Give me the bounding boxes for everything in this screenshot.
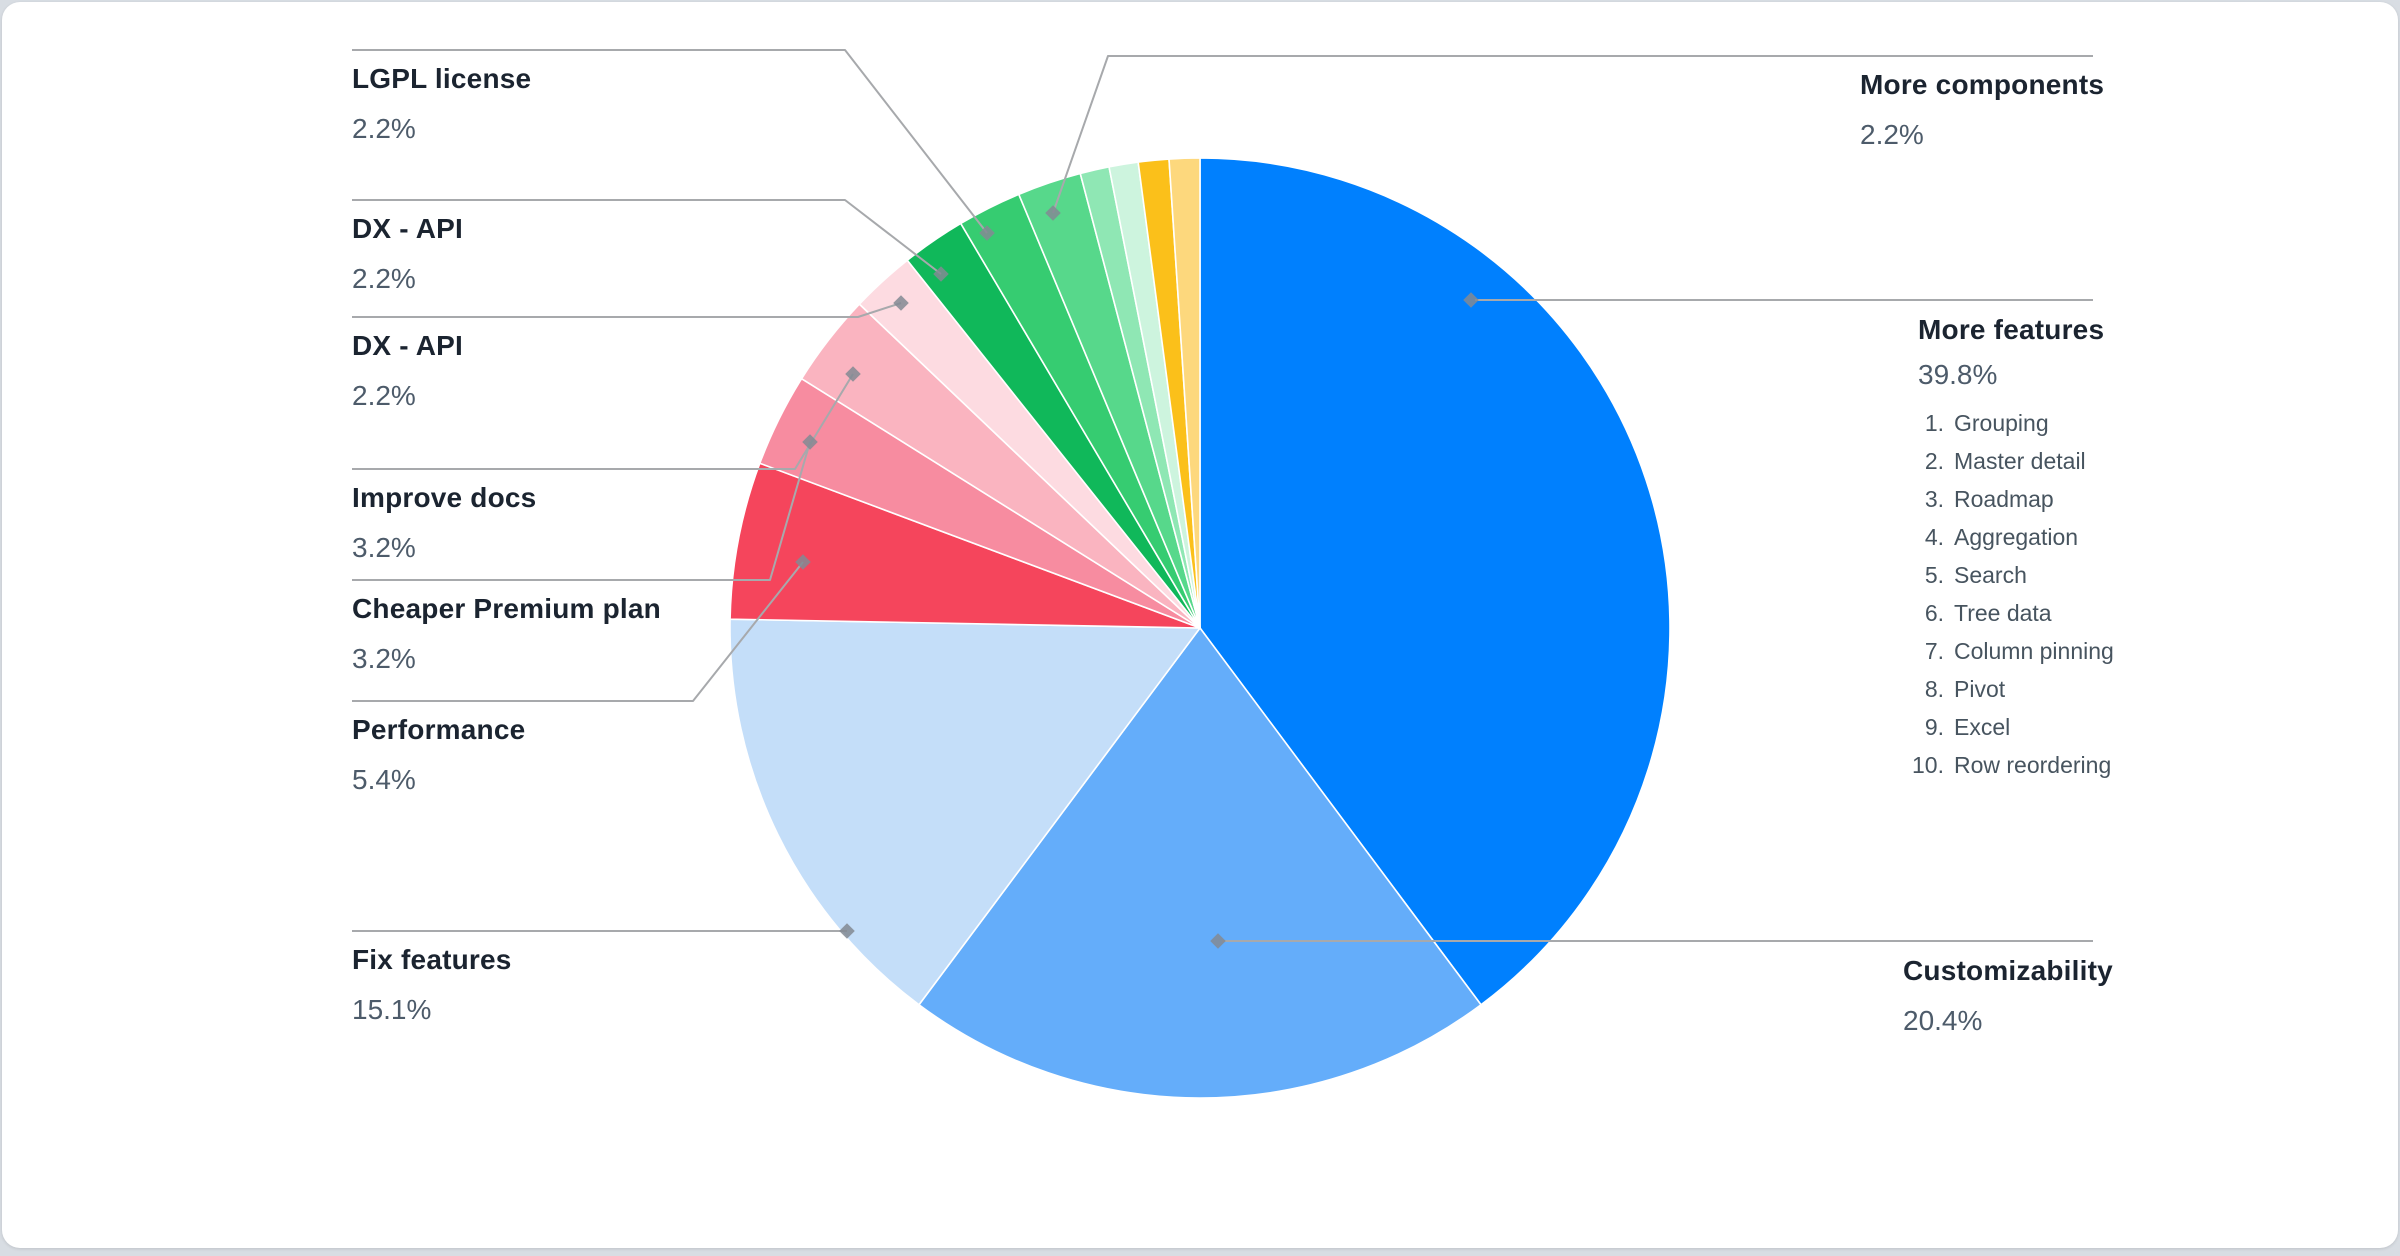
leader-line: [352, 441, 811, 581]
callout-percent: 2.2%: [352, 263, 416, 294]
callout-fix-features: Fix features 15.1%: [352, 943, 512, 1026]
callout-title: Improve docs: [352, 482, 537, 513]
pie-slice-fix-features: [729, 618, 1201, 1006]
callout-percent: 2.2%: [1860, 119, 1924, 150]
leader-line: [352, 561, 804, 702]
more-features-list: 1. Grouping 2. Master detail 3. Roadmap 4. Aggr…: [1898, 404, 2114, 784]
feature-list-item: 4. Aggregation: [1898, 518, 2114, 556]
feature-list-number: 3.: [1924, 486, 1944, 512]
callout-title: LGPL license: [352, 63, 532, 94]
feature-list-label: Pivot: [1954, 676, 2006, 702]
callout-percent: 3.2%: [352, 532, 416, 563]
feature-list-item: 8. Pivot: [1898, 670, 2114, 708]
callout-title: Customizability: [1903, 955, 2113, 986]
callout-improve-docs: Improve docs 3.2%: [352, 481, 536, 564]
feature-list-label: Roadmap: [1954, 486, 2054, 512]
marker-diamond-icon: [1210, 933, 1226, 949]
callout-percent: 39.8%: [1918, 359, 1998, 390]
feature-list-item: 6. Tree data: [1898, 594, 2114, 632]
feature-list-number: 4.: [1924, 524, 1944, 550]
marker-diamond-icon: [1045, 205, 1061, 221]
callout-cheaper-premium-plan: Cheaper Premium plan 3.2%: [352, 592, 661, 675]
feature-list-label: Column pinning: [1954, 638, 2114, 664]
feature-list-label: Excel: [1954, 714, 2011, 740]
feature-list-item: 3. Roadmap: [1898, 480, 2114, 518]
pie-slice-customizability: [918, 627, 1482, 1099]
callout-performance: Performance 5.4%: [352, 713, 525, 796]
marker-diamond-icon: [1463, 292, 1479, 308]
feature-list-number: 8.: [1924, 676, 1944, 702]
leader-line: [352, 199, 942, 275]
feature-list-item: 7. Column pinning: [1898, 632, 2114, 670]
pie-slices: [729, 157, 1671, 1099]
callout-title: Fix features: [352, 944, 512, 975]
pie-slice-performance: [729, 462, 1201, 629]
feature-list-number: 9.: [1924, 714, 1944, 740]
callout-percent: 2.2%: [352, 113, 416, 144]
feature-list-number: 2.: [1924, 448, 1944, 474]
callout-lgpl-license: LGPL license 2.2%: [352, 62, 531, 145]
callout-percent: 3.2%: [352, 643, 416, 674]
feature-list-label: Aggregation: [1954, 524, 2079, 550]
leader-line: [352, 302, 902, 318]
feature-list-number: 1.: [1924, 410, 1944, 436]
feature-list-label: Grouping: [1954, 410, 2049, 436]
callout-more-components: More components 2.2%: [1860, 68, 2104, 151]
leader-line: [352, 373, 854, 470]
callout-percent: 20.4%: [1903, 1005, 1983, 1036]
callout-dx-api-2: DX - API 2.2%: [352, 329, 463, 412]
feature-list-number: 5.: [1924, 562, 1944, 588]
feature-list-item: 9. Excel: [1898, 708, 2114, 746]
callout-title: Performance: [352, 714, 526, 745]
callout-more-features: More features 39.8% 1. Grouping 2. Master d…: [1912, 314, 2114, 784]
feature-list-label: Search: [1954, 562, 2027, 588]
feature-list-item: 2. Master detail: [1898, 442, 2114, 480]
feature-list-item: 1. Grouping: [1898, 404, 2114, 442]
callout-dx-api-1: DX - API 2.2%: [352, 212, 463, 295]
callout-percent: 15.1%: [352, 994, 432, 1025]
callout-percent: 5.4%: [352, 764, 416, 795]
feature-list-item: 5. Search: [1898, 556, 2114, 594]
feature-list-label: Master detail: [1954, 448, 2086, 474]
leader-line: [352, 49, 988, 234]
callout-percent: 2.2%: [352, 380, 416, 411]
feature-list-label: Tree data: [1954, 600, 2052, 626]
feature-list-number: 10.: [1912, 752, 1944, 778]
callout-title: More features: [1918, 314, 2105, 345]
leader-lines: [352, 49, 2093, 949]
leader-line: [1052, 55, 2093, 214]
pie-slice-more-features: [1199, 157, 1671, 1006]
callout-customizability: Customizability 20.4%: [1903, 954, 2113, 1037]
callout-title: Cheaper Premium plan: [352, 593, 661, 624]
feature-list-number: 7.: [1924, 638, 1944, 664]
feature-list-label: Row reordering: [1954, 752, 2112, 778]
feature-list-item: 10. Row reordering: [1898, 746, 2114, 784]
callout-title: More components: [1860, 69, 2105, 100]
feature-list-number: 6.: [1924, 600, 1944, 626]
callout-title: DX - API: [352, 330, 464, 361]
pie-slice-unlabeled-13: [1168, 157, 1201, 629]
callout-title: DX - API: [352, 213, 464, 244]
